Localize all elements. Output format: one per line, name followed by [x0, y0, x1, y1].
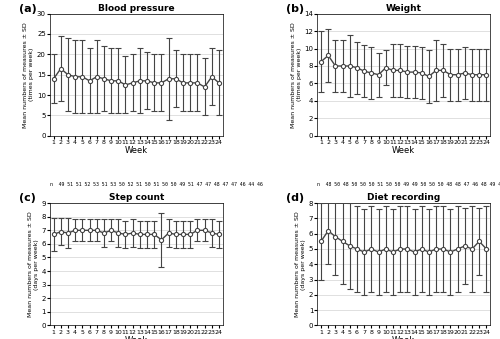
Text: (a): (a)	[19, 4, 36, 14]
Title: Blood pressure: Blood pressure	[98, 4, 174, 13]
X-axis label: Week: Week	[392, 336, 415, 339]
Text: n  48 50 48 50 50 50 51 50 50 49 49 50 50 50 48 48 47 46 48 49 49 48 46 45: n 48 50 48 50 50 50 51 50 50 49 49 50 50…	[318, 182, 500, 187]
Title: Diet recording: Diet recording	[367, 193, 440, 202]
Y-axis label: Mean numbers of measures ± SD
(days per week): Mean numbers of measures ± SD (days per …	[28, 212, 38, 317]
Text: (d): (d)	[286, 193, 304, 203]
X-axis label: Week: Week	[124, 146, 148, 155]
X-axis label: Week: Week	[392, 146, 415, 155]
Text: (c): (c)	[19, 193, 36, 203]
Text: n  49 51 51 52 53 51 53 50 52 51 50 51 50 50 49 51 47 47 48 47 47 46 44 46: n 49 51 51 52 53 51 53 50 52 51 50 51 50…	[50, 182, 263, 187]
Y-axis label: Mean numbers of measures ± SD
(times per week): Mean numbers of measures ± SD (times per…	[290, 22, 302, 127]
Title: Weight: Weight	[386, 4, 422, 13]
Y-axis label: Mean numbers of measures ± SD
(days per week): Mean numbers of measures ± SD (days per …	[295, 212, 306, 317]
Y-axis label: Mean numbers of measures ± SD
(times per week): Mean numbers of measures ± SD (times per…	[24, 22, 34, 127]
Text: (b): (b)	[286, 4, 304, 14]
X-axis label: Week: Week	[124, 336, 148, 339]
Title: Step count: Step count	[108, 193, 164, 202]
